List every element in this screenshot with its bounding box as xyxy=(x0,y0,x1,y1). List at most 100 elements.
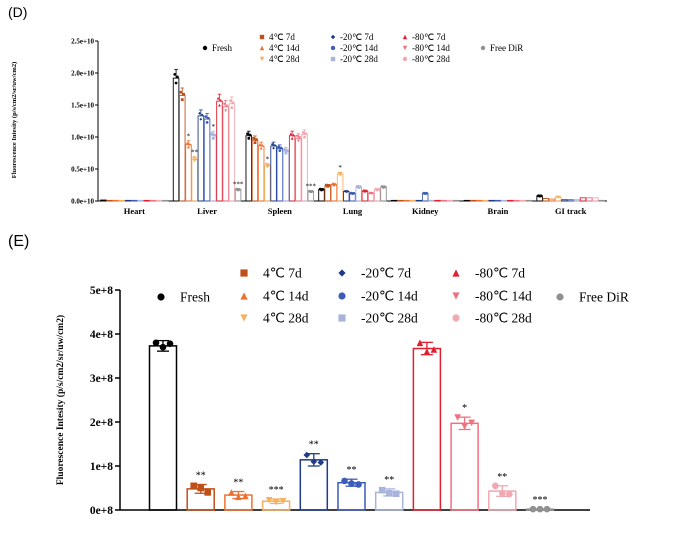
d-data-point xyxy=(289,132,293,136)
d-data-point xyxy=(247,136,251,140)
d-bar xyxy=(251,139,259,202)
d-data-point xyxy=(425,191,428,195)
e-data-point xyxy=(543,505,551,513)
e-legend-label: -20℃ 28d xyxy=(361,311,418,326)
d-bar xyxy=(579,197,587,202)
d-bar xyxy=(149,199,157,202)
d-y-tick-label: 2.0e+10 xyxy=(71,70,94,78)
d-bar xyxy=(452,199,460,202)
d-bar xyxy=(112,199,120,202)
d-data-point xyxy=(337,171,341,175)
e-legend-marker xyxy=(338,314,346,322)
d-bar xyxy=(288,135,296,202)
e-significance-label: * xyxy=(462,403,467,414)
panel-e-chart: Fluorescence Intesity (p/s/cm2/sr/uw/cm2… xyxy=(55,266,629,518)
d-x-tick-label: Liver xyxy=(197,206,217,216)
e-data-point xyxy=(152,339,160,347)
d-bar xyxy=(397,199,404,202)
d-legend-marker xyxy=(402,34,408,40)
d-bar xyxy=(403,199,410,202)
d-bar xyxy=(137,199,144,202)
d-data-point xyxy=(210,132,214,136)
d-data-point xyxy=(278,149,282,153)
d-significance-label: *** xyxy=(306,183,317,191)
d-data-point xyxy=(343,189,347,193)
d-x-tick-label: Lung xyxy=(343,206,363,216)
d-bar xyxy=(264,165,271,202)
d-bar xyxy=(143,199,151,202)
e-significance-label: ** xyxy=(196,470,206,481)
e-data-point xyxy=(430,346,438,353)
d-data-point xyxy=(272,146,275,150)
d-legend-marker xyxy=(259,45,265,51)
d-legend-marker xyxy=(330,56,336,62)
e-legend-label: -80℃ 7d xyxy=(475,266,525,281)
e-y-tick-label: 2e+8 xyxy=(90,417,113,429)
d-data-point xyxy=(327,184,331,187)
d-data-point xyxy=(383,185,387,189)
d-data-point xyxy=(298,136,302,140)
e-legend-marker xyxy=(240,269,248,277)
e-legend-marker xyxy=(452,269,460,277)
e-data-point xyxy=(378,486,386,494)
d-data-point xyxy=(248,133,252,137)
panel-d-chart: Fluorescence Intesity (p/s/cm2/sr/uw/cm2… xyxy=(11,32,607,216)
d-legend-label: Free DiR xyxy=(490,43,523,53)
e-y-tick-label: 4e+8 xyxy=(90,329,113,341)
e-legend-label: -80℃ 14d xyxy=(475,289,532,304)
d-data-point xyxy=(175,75,179,79)
d-data-point xyxy=(265,165,269,169)
d-data-point xyxy=(259,146,263,150)
d-data-point xyxy=(254,138,258,141)
d-bar xyxy=(476,199,483,202)
d-data-point xyxy=(188,142,192,146)
e-significance-label: ** xyxy=(233,478,243,489)
e-significance-label: ** xyxy=(384,475,394,486)
e-data-point xyxy=(228,489,235,496)
e-legend-marker xyxy=(452,292,460,300)
d-data-point xyxy=(270,142,274,146)
d-bar xyxy=(513,199,520,202)
d-bar xyxy=(525,199,533,202)
d-legend-label: -80℃ 7d xyxy=(412,32,446,42)
d-data-point xyxy=(246,132,249,136)
d-bar xyxy=(585,197,593,202)
d-data-point xyxy=(218,103,221,107)
d-legend-marker xyxy=(330,34,336,40)
d-bar xyxy=(222,106,229,202)
e-bar xyxy=(450,422,479,511)
d-data-point xyxy=(285,149,289,152)
e-data-point xyxy=(317,459,325,466)
d-bar xyxy=(301,133,308,202)
e-data-point xyxy=(416,339,424,347)
e-data-point xyxy=(536,505,544,513)
e-legend-label: 4℃ 14d xyxy=(263,289,309,304)
e-data-point xyxy=(454,414,461,421)
d-data-point xyxy=(205,120,209,124)
d-data-point xyxy=(321,187,325,191)
d-data-point xyxy=(333,182,337,186)
panel-label-e: (E) xyxy=(8,233,29,250)
d-bar xyxy=(197,115,205,202)
e-data-point xyxy=(272,498,280,506)
d-bar xyxy=(245,135,253,202)
e-data-point xyxy=(499,489,506,497)
d-data-point xyxy=(211,136,215,140)
d-significance-label: * xyxy=(212,123,216,131)
d-legend-label: -80℃ 14d xyxy=(412,43,450,53)
d-data-point xyxy=(539,194,543,198)
d-bar xyxy=(500,199,508,202)
d-legend-label: 4℃ 7d xyxy=(269,32,295,42)
d-data-point xyxy=(198,111,201,115)
d-legend-marker xyxy=(402,45,408,51)
d-legend-marker xyxy=(259,56,265,62)
d-data-point xyxy=(194,157,198,161)
e-data-point xyxy=(190,482,197,490)
d-bar xyxy=(519,199,526,202)
d-y-tick-label: 0.5e+10 xyxy=(71,166,94,174)
d-bar xyxy=(179,94,186,202)
d-bar xyxy=(592,197,599,202)
d-y-axis-label: Fluorescence Intesity (p/s/cm2/sr/uw/cm2… xyxy=(11,62,18,179)
d-bar xyxy=(440,199,448,202)
d-data-point xyxy=(303,135,306,139)
